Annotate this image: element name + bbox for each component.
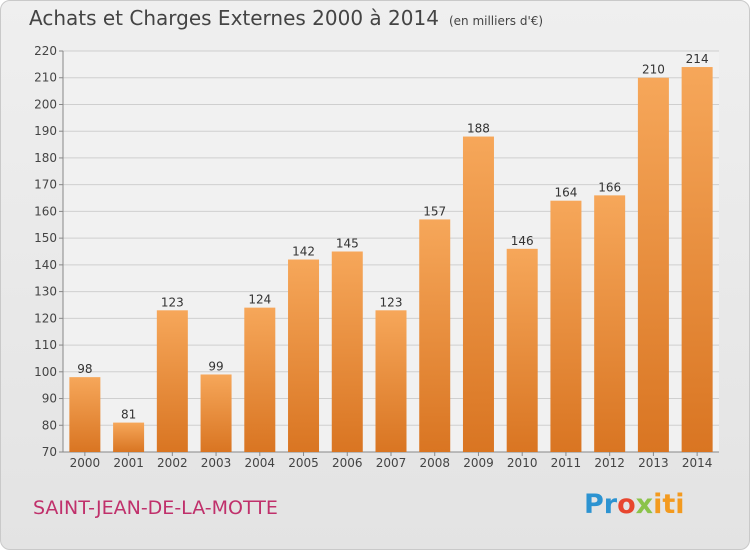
y-tick-label: 90 xyxy=(42,392,57,406)
y-tick-label: 180 xyxy=(34,151,57,165)
bar xyxy=(113,422,145,452)
data-label: 123 xyxy=(380,295,403,309)
bar xyxy=(200,374,232,452)
y-tick-label: 210 xyxy=(34,71,57,85)
x-tick-label: 2007 xyxy=(376,456,407,470)
bar xyxy=(156,310,188,452)
x-tick-label: 2013 xyxy=(638,456,669,470)
y-tick-label: 160 xyxy=(34,204,57,218)
x-tick-label: 2000 xyxy=(70,456,101,470)
y-tick-label: 140 xyxy=(34,258,57,272)
y-tick-label: 120 xyxy=(34,311,57,325)
x-tick-label: 2004 xyxy=(245,456,276,470)
y-tick-label: 190 xyxy=(34,124,57,138)
bar xyxy=(69,377,101,452)
x-tick-label: 2008 xyxy=(419,456,450,470)
x-tick-label: 2001 xyxy=(113,456,144,470)
labels: 7080901001101201301401501601701801902002… xyxy=(34,44,712,470)
bar xyxy=(375,310,407,452)
bar xyxy=(288,259,320,452)
bar xyxy=(419,219,451,452)
data-label: 146 xyxy=(511,234,534,248)
bar-chart: 7080901001101201301401501601701801902002… xyxy=(34,44,719,470)
y-tick-label: 170 xyxy=(34,178,57,192)
data-label: 145 xyxy=(336,237,359,251)
y-tick-label: 220 xyxy=(34,44,57,58)
bar xyxy=(462,136,494,452)
x-tick-label: 2002 xyxy=(157,456,188,470)
proxiti-logo[interactable]: Proxiti xyxy=(584,489,685,520)
data-label: 142 xyxy=(292,245,315,259)
data-label: 81 xyxy=(121,408,136,422)
data-label: 188 xyxy=(467,122,490,136)
bar xyxy=(331,251,363,452)
y-tick-label: 100 xyxy=(34,365,57,379)
x-tick-label: 2012 xyxy=(594,456,625,470)
y-tick-label: 200 xyxy=(34,97,57,111)
bar xyxy=(550,200,582,452)
x-tick-label: 2011 xyxy=(551,456,582,470)
y-tick-label: 110 xyxy=(34,338,57,352)
data-label: 166 xyxy=(598,180,621,194)
y-tick-label: 70 xyxy=(42,445,57,459)
data-label: 98 xyxy=(77,362,92,376)
data-label: 210 xyxy=(642,63,665,77)
bar xyxy=(681,67,713,452)
bar xyxy=(594,195,626,453)
x-tick-label: 2014 xyxy=(682,456,713,470)
data-label: 124 xyxy=(248,293,271,307)
y-tick-label: 150 xyxy=(34,231,57,245)
x-tick-label: 2009 xyxy=(463,456,494,470)
data-label: 164 xyxy=(554,186,577,200)
data-label: 99 xyxy=(208,359,223,373)
x-tick-label: 2003 xyxy=(201,456,232,470)
y-tick-label: 80 xyxy=(42,418,57,432)
data-label: 157 xyxy=(423,204,446,218)
x-tick-label: 2005 xyxy=(288,456,319,470)
bar xyxy=(506,248,538,452)
bars xyxy=(69,67,713,453)
chart-title-text: Achats et Charges Externes 2000 à 2014 xyxy=(29,6,439,30)
chart-unit: (en milliers d'€) xyxy=(448,14,544,28)
bar xyxy=(637,77,669,452)
data-label: 123 xyxy=(161,295,184,309)
data-label: 214 xyxy=(686,52,709,66)
y-tick-label: 130 xyxy=(34,285,57,299)
bar xyxy=(244,307,276,452)
chart-title: Achats et Charges Externes 2000 à 2014 (e… xyxy=(29,6,543,30)
x-tick-label: 2006 xyxy=(332,456,363,470)
x-tick-label: 2010 xyxy=(507,456,538,470)
commune-name: SAINT-JEAN-DE-LA-MOTTE xyxy=(33,497,278,519)
